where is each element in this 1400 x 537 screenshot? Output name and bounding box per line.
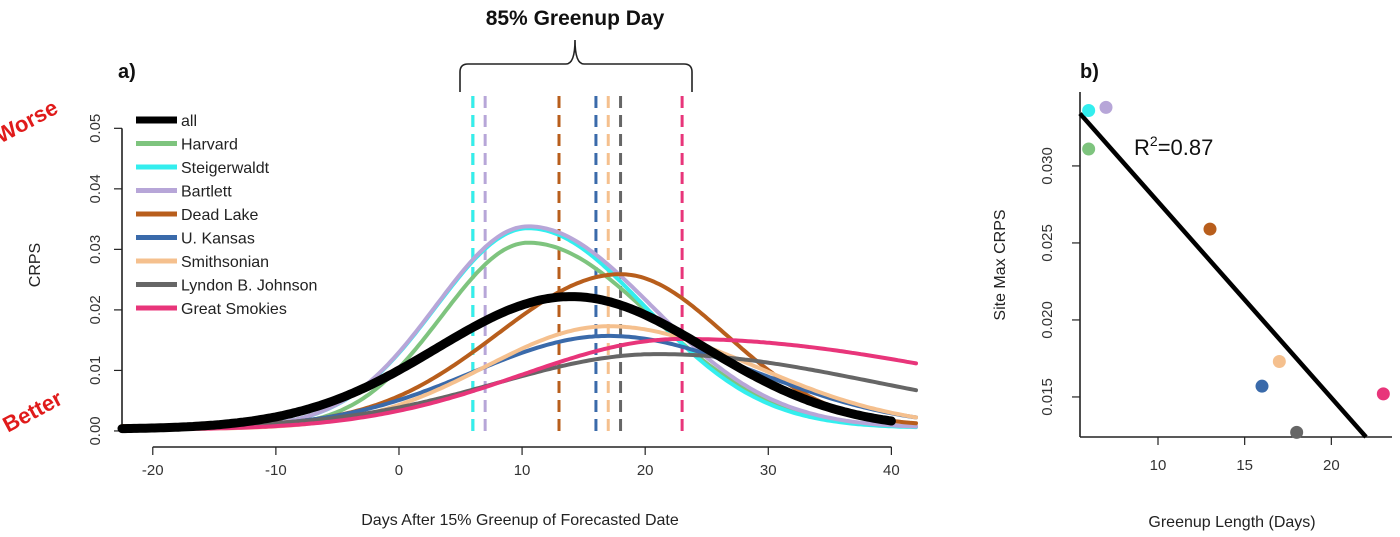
x-tick-label: 0 [395,462,403,479]
point-great-smokies [1376,387,1390,401]
y-tick-label-b: 0.020 [1039,301,1056,339]
r-squared-label: R2=0.87 [1134,133,1213,160]
y-tick-label-b: 0.015 [1039,378,1056,416]
bracket-title: 85% Greenup Day [486,7,665,30]
y-tick-label-b: 0.030 [1039,147,1056,185]
x-tick-label: -10 [265,462,287,479]
panel-a: a) 85% Greenup Day Worse Better CRPS Day… [0,7,918,529]
panel-b: b) Site Max CRPS Greenup Length (Days) 0… [992,61,1392,531]
x-tick-label: -20 [142,462,164,479]
point-bartlett [1099,100,1113,114]
y-axis: 0.00 0.01 0.02 0.03 0.04 0.05 [87,114,123,446]
x-tick-label-b: 20 [1323,457,1340,474]
x-axis-b: 10 15 20 [1080,436,1392,474]
legend-label-all: all [181,113,197,130]
x-tick-label-b: 15 [1236,457,1253,474]
point-u-kansas [1255,379,1269,393]
legend-label-great-smokies: Great Smokies [181,301,287,318]
legend-label-smithsonian: Smithsonian [181,254,269,271]
y-tick-label-b: 0.025 [1039,224,1056,262]
y-tick-label: 0.00 [87,416,104,445]
y-tick-label: 0.01 [87,356,104,385]
y-axis-b: 0.015 0.020 0.025 0.030 [1039,92,1081,437]
legend-label-lyndon-b-johnson: Lyndon B. Johnson [181,278,317,295]
x-tick-label: 20 [637,462,654,479]
x-tick-label-b: 10 [1150,457,1167,474]
y-tick-label: 0.02 [87,295,104,324]
legend-label-harvard: Harvard [181,137,238,154]
point-harvard [1082,142,1096,156]
greenup-bracket [459,39,693,92]
x-tick-label: 40 [883,462,900,479]
x-tick-label: 30 [760,462,777,479]
better-annotation: Better [0,385,67,437]
greenup-day-lines [471,96,684,437]
x-axis-title: Days After 15% Greenup of Forecasted Dat… [361,512,679,529]
x-axis: -20 -10 0 10 20 30 40 [142,446,900,479]
y-tick-label: 0.05 [87,114,104,143]
point-smithsonian [1272,355,1286,369]
crps-curves [117,224,918,434]
y-tick-label: 0.04 [87,174,104,203]
y-tick-label: 0.03 [87,235,104,264]
scatter-points [1082,100,1390,439]
panel-b-label: b) [1080,61,1099,83]
point-steigerwaldt [1082,103,1096,117]
y-axis-title-b: Site Max CRPS [992,209,1009,320]
legend-label-u-kansas: U. Kansas [181,231,255,248]
legend: all Harvard Steigerwaldt Bartlett Dead Lake U… [136,113,317,318]
panel-a-label: a) [118,61,136,83]
curve-great-smokies [120,336,918,432]
point-lyndon-b-johnson [1290,425,1304,439]
legend-label-steigerwaldt: Steigerwaldt [181,160,270,177]
x-tick-label: 10 [514,462,531,479]
legend-label-bartlett: Bartlett [181,184,232,201]
x-axis-title-b: Greenup Length (Days) [1148,514,1315,531]
legend-label-dead-lake: Dead Lake [181,207,258,224]
fit-line [1078,112,1368,439]
y-axis-title: CRPS [27,243,44,287]
point-dead-lake [1203,222,1217,236]
curve-all [117,292,896,434]
worse-annotation: Worse [0,95,62,148]
regression-line [1078,112,1368,439]
